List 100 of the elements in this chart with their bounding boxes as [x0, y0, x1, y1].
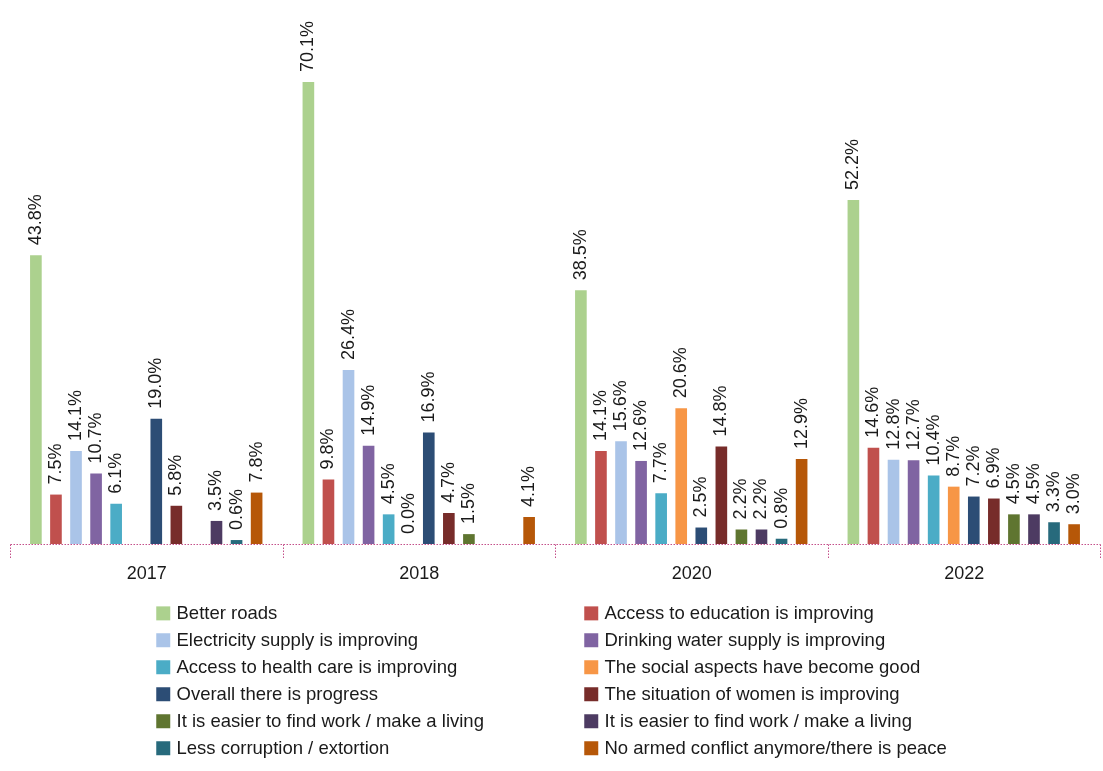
data-label: 12.6%	[630, 399, 651, 451]
bar	[795, 458, 808, 544]
bar	[422, 432, 435, 544]
data-label: 4.1%	[518, 465, 539, 507]
legend-label: Overall there is progress	[176, 683, 379, 705]
data-label: 14.1%	[65, 390, 86, 442]
x-tick-label: 2020	[671, 562, 712, 583]
bar	[887, 459, 900, 544]
bar	[755, 529, 768, 544]
data-label: 3.0%	[1063, 473, 1084, 515]
data-label: 7.5%	[44, 443, 65, 485]
legend-label: Access to education is improving	[604, 602, 874, 624]
legend-label: Less corruption / extortion	[176, 737, 390, 759]
bar	[523, 516, 535, 544]
bar	[867, 447, 880, 544]
bar	[50, 494, 62, 544]
data-label: 43.8%	[24, 194, 45, 246]
bar	[362, 445, 375, 544]
data-label: 14.8%	[710, 385, 731, 437]
bar	[322, 479, 335, 544]
data-label: 4.5%	[377, 463, 398, 505]
legend-label: No armed conflict anymore/there is peace	[604, 737, 947, 759]
bar	[110, 503, 122, 544]
data-label: 2.2%	[750, 478, 771, 520]
bar	[342, 370, 355, 544]
bar	[775, 538, 788, 544]
bar	[302, 82, 315, 544]
legend-label: The social aspects have become good	[604, 656, 921, 678]
bar	[575, 290, 587, 544]
bar	[70, 451, 82, 544]
x-tick-label: 2018	[399, 562, 440, 583]
bar	[695, 527, 708, 544]
data-label: 3.3%	[1043, 471, 1064, 513]
data-label: 70.1%	[297, 20, 318, 72]
bar	[90, 473, 102, 544]
legend-label: Drinking water supply is improving	[604, 629, 886, 651]
x-tick-label: 2017	[126, 562, 167, 583]
data-label: 19.0%	[145, 357, 166, 409]
bar	[847, 199, 860, 544]
data-label: 7.2%	[962, 445, 983, 487]
x-tick-label: 2022	[944, 562, 985, 583]
bar	[715, 446, 728, 544]
bar	[250, 492, 263, 544]
data-label: 2.5%	[690, 476, 711, 518]
bar	[967, 496, 980, 544]
bar	[230, 540, 243, 544]
bar	[675, 408, 688, 544]
legend-label: The situation of women is improving	[604, 683, 900, 705]
bar	[382, 514, 395, 544]
bar	[443, 513, 455, 544]
data-label: 2.2%	[730, 478, 751, 520]
data-label: 0.6%	[225, 489, 246, 531]
data-label: 10.7%	[85, 412, 106, 464]
bar	[907, 460, 920, 544]
bar	[150, 418, 163, 544]
data-label: 12.8%	[882, 398, 903, 450]
bar	[615, 441, 627, 544]
legend-label: Electricity supply is improving	[176, 629, 419, 651]
data-label: 12.9%	[790, 397, 811, 449]
bar	[30, 255, 42, 544]
data-label: 10.4%	[922, 414, 943, 466]
data-label: 38.5%	[569, 229, 590, 281]
bar	[1068, 524, 1080, 544]
data-label: 7.7%	[650, 442, 671, 484]
bar	[655, 493, 667, 544]
legend-label: Access to health care is improving	[176, 656, 458, 678]
data-label: 14.9%	[357, 384, 378, 436]
data-label: 4.5%	[1022, 463, 1043, 505]
bar	[988, 498, 1000, 544]
data-label: 4.7%	[437, 461, 458, 504]
data-label: 1.5%	[457, 483, 478, 525]
data-label: 8.7%	[942, 435, 963, 477]
data-label: 26.4%	[337, 308, 358, 361]
data-label: 7.8%	[245, 441, 266, 483]
data-label: 0.0%	[397, 492, 418, 534]
data-label: 12.7%	[902, 399, 923, 451]
data-label: 20.6%	[670, 347, 691, 399]
bar	[463, 534, 475, 544]
legend-label: Better roads	[176, 602, 278, 624]
legend-label: It is easier to find work / make a living	[604, 710, 912, 732]
bar	[210, 520, 223, 544]
data-label: 16.9%	[417, 371, 438, 423]
bar	[635, 460, 647, 544]
data-label: 0.8%	[770, 487, 791, 529]
data-label: 6.9%	[982, 447, 1003, 489]
bar	[735, 529, 748, 544]
bar	[947, 486, 960, 544]
data-label: 9.8%	[317, 428, 338, 470]
data-label: 3.5%	[205, 469, 226, 511]
bar	[1028, 514, 1040, 544]
bar	[1008, 514, 1020, 544]
data-label: 14.1%	[589, 390, 610, 442]
bar	[595, 451, 607, 544]
data-label: 4.5%	[1002, 463, 1023, 505]
bar	[927, 475, 940, 544]
bar	[1048, 522, 1060, 544]
bar	[170, 505, 183, 544]
data-label: 5.8%	[165, 454, 186, 496]
data-label: 6.1%	[105, 452, 126, 494]
legend-label: It is easier to find work / make a living	[176, 710, 484, 732]
